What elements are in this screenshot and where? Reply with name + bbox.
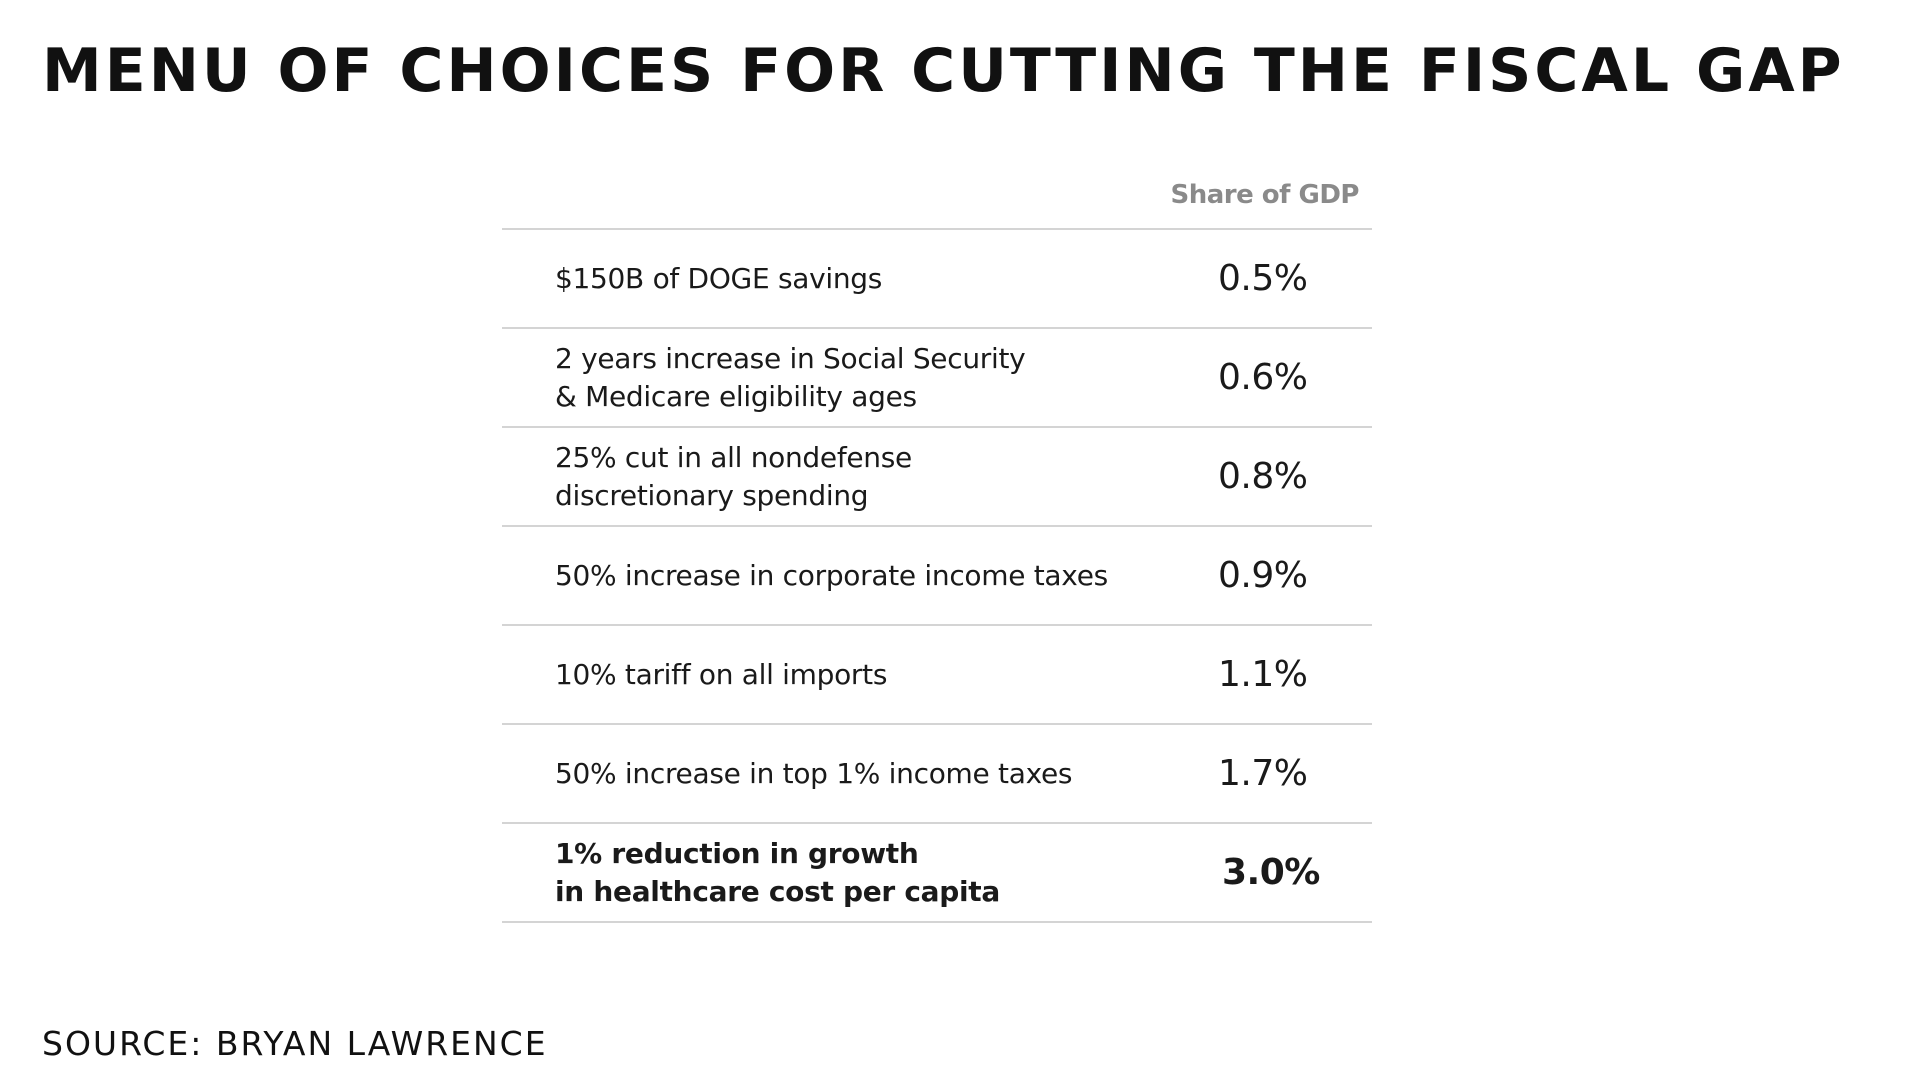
table-row: 50% increase in top 1% income taxes 1.7% [502, 725, 1372, 824]
share-of-gdp-value: 0.6% [1218, 357, 1308, 398]
share-of-gdp-value: 0.9% [1218, 555, 1308, 596]
source-note: SOURCE: BRYAN LAWRENCE [42, 1024, 548, 1063]
fiscal-options-table: Share of GDP $150B of DOGE savings 0.5% 2 … [502, 170, 1372, 923]
table-header: Share of GDP [502, 170, 1372, 230]
share-of-gdp-value: 0.8% [1218, 456, 1308, 497]
share-of-gdp-value: 1.1% [1218, 654, 1308, 695]
column-header-share-of-gdp: Share of GDP [1170, 180, 1360, 210]
table-row: 2 years increase in Social Security & Me… [502, 329, 1372, 428]
share-of-gdp-value: 1.7% [1218, 753, 1308, 794]
option-label: 50% increase in corporate income taxes [555, 558, 1108, 592]
share-of-gdp-value: 0.5% [1218, 258, 1308, 299]
table-row: 25% cut in all nondefense discretionary … [502, 428, 1372, 527]
page-title: MENU OF CHOICES FOR CUTTING THE FISCAL G… [42, 36, 1845, 106]
option-label: 1% reduction in growth in healthcare cos… [555, 836, 1000, 908]
table-body: $150B of DOGE savings 0.5% 2 years increas… [502, 230, 1372, 923]
share-of-gdp-value: 3.0% [1222, 852, 1320, 893]
table-row: 50% increase in corporate income taxes 0.… [502, 527, 1372, 626]
option-label: 2 years increase in Social Security & Me… [555, 341, 1026, 413]
option-label: 10% tariff on all imports [555, 657, 888, 691]
table-row: 1% reduction in growth in healthcare cos… [502, 824, 1372, 923]
option-label: 50% increase in top 1% income taxes [555, 756, 1073, 790]
table-row: $150B of DOGE savings 0.5% [502, 230, 1372, 329]
option-label: 25% cut in all nondefense discretionary … [555, 440, 912, 512]
table-row: 10% tariff on all imports 1.1% [502, 626, 1372, 725]
option-label: $150B of DOGE savings [555, 261, 883, 295]
